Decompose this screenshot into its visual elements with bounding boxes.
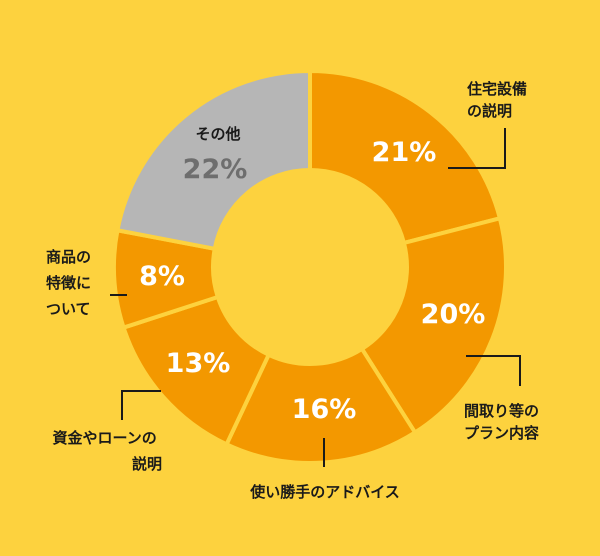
category-label-slice-2: 使い勝手のアドバイス — [249, 483, 400, 501]
category-label-slice-0: 住宅設備 の説明 — [467, 80, 532, 120]
value-label-group: 21% 20% 16% 13% 8% 22% その他 — [139, 125, 485, 425]
slice-1 — [359, 216, 508, 435]
value-label-slice-4: 8% — [139, 261, 185, 292]
leader-line-slice-3 — [121, 390, 161, 420]
category-label-slice-5: その他 — [195, 125, 240, 143]
value-label-slice-2: 16% — [292, 394, 357, 425]
category-label-slice-3: 資金やローンの 説明 — [53, 429, 163, 473]
value-label-slice-3: 13% — [166, 348, 231, 379]
leader-line-slice-0 — [448, 128, 506, 169]
leader-line-group — [110, 128, 521, 467]
category-label-group: 住宅設備 の説明 間取り等の プラン内容 使い勝手のアドバイス 資金やローンの … — [46, 80, 544, 501]
slice-2 — [224, 346, 418, 465]
slice-0 — [308, 69, 502, 245]
slice-5 — [115, 69, 312, 251]
value-label-slice-5: 22% — [183, 154, 248, 185]
category-label-slice-4: 商品の 特徴に ついて — [46, 248, 96, 318]
category-label-slice-1: 間取り等の プラン内容 — [464, 402, 544, 442]
value-label-slice-1: 20% — [421, 299, 486, 330]
slice-group — [112, 69, 508, 465]
leader-line-slice-1 — [466, 355, 521, 386]
value-label-slice-0: 21% — [372, 137, 437, 168]
